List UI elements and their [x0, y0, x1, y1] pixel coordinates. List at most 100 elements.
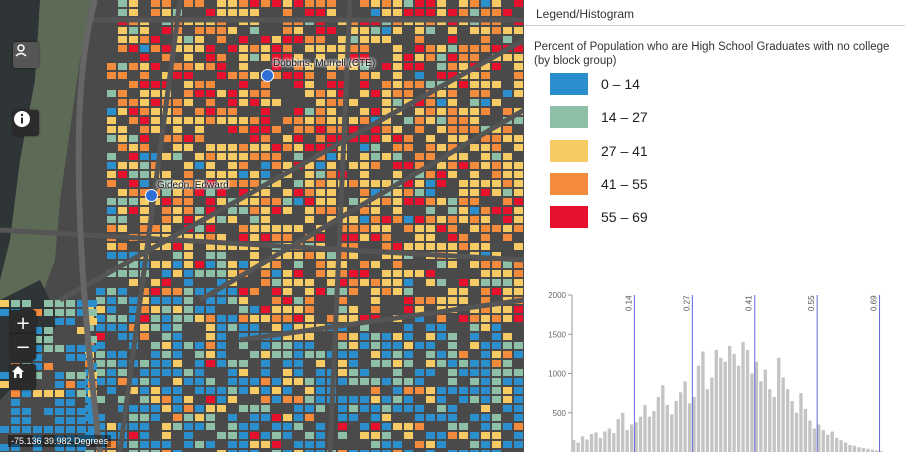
expressway [75, 0, 103, 452]
map-view[interactable]: Dobbins, Murrell (CTE) Gideon, Edward + … [0, 0, 524, 452]
info-icon [14, 111, 30, 127]
histogram-bar [785, 389, 790, 452]
legend-swatch [550, 173, 588, 195]
histogram-bar [701, 351, 705, 452]
histogram-bar [772, 397, 776, 452]
legend-label: 55 – 69 [601, 209, 648, 225]
histogram-bar [625, 430, 629, 452]
y-tick-label: 1500 [548, 330, 566, 339]
histogram-bar [732, 353, 736, 452]
histogram-bar [781, 377, 785, 452]
histogram-bar [866, 448, 870, 452]
histogram-bar [638, 416, 643, 452]
legend-swatch [550, 106, 588, 128]
histogram-bar [607, 428, 611, 452]
histogram-bar [723, 361, 727, 452]
home-icon [12, 366, 24, 378]
histogram-bar [643, 404, 647, 452]
histogram-bar [834, 437, 839, 452]
histogram-bar [612, 433, 616, 452]
histogram-bar [803, 408, 808, 452]
histogram-bar [589, 433, 594, 452]
histogram-bar [754, 361, 759, 452]
home-button[interactable] [10, 364, 36, 390]
legend-label: 0 – 14 [601, 76, 640, 92]
histogram-bar [634, 422, 638, 452]
histogram-bar [799, 393, 803, 452]
histogram-bar [750, 373, 754, 452]
histogram-bar [687, 403, 692, 452]
histogram-bar [710, 377, 714, 452]
locate-button[interactable] [13, 42, 39, 68]
school-marker-gideon[interactable] [145, 189, 158, 202]
legend-label: 41 – 55 [601, 176, 648, 192]
road [117, 0, 183, 452]
histogram-bar [647, 416, 652, 452]
histogram-bar [594, 432, 598, 452]
histogram-bar [580, 436, 585, 452]
y-tick-label: 2000 [548, 291, 566, 300]
panel-header: Legend/Histogram [524, 0, 905, 26]
histogram-bar [839, 440, 843, 452]
histogram-bar [875, 450, 879, 452]
histogram-bar [674, 400, 678, 452]
road [239, 297, 524, 343]
histogram-bar [852, 445, 857, 452]
y-tick-label: 1000 [548, 370, 566, 379]
legend-class-3: 27 – 41 [550, 140, 648, 162]
legend-label: 14 – 27 [601, 109, 648, 125]
histogram-bar [616, 419, 620, 452]
histogram-bar [843, 442, 848, 452]
histogram-bar [848, 444, 852, 452]
legend-title: Percent of Population who are High Schoo… [534, 41, 890, 67]
class-break-label: 0.27 [682, 295, 691, 311]
histogram-bar [790, 400, 794, 452]
info-button[interactable] [13, 110, 39, 136]
histogram-bar [652, 411, 656, 452]
histogram-bar [670, 414, 674, 452]
histogram-bar [585, 439, 589, 452]
histogram-bar [821, 430, 825, 452]
legend-histogram-panel: Legend/Histogram Percent of Population w… [524, 0, 905, 452]
legend-swatch [550, 140, 588, 162]
histogram-bar [808, 420, 812, 452]
histogram-bar [826, 434, 830, 452]
histogram-bar [870, 449, 874, 452]
legend-class-5: 55 – 69 [550, 206, 648, 228]
histogram-bar [759, 381, 763, 452]
legend-swatch [550, 206, 588, 228]
y-tick-label: 500 [553, 409, 567, 418]
river [0, 0, 40, 280]
histogram-bar [603, 431, 607, 452]
legend-class-1: 0 – 14 [550, 73, 640, 95]
histogram-bar [683, 381, 687, 452]
histogram-bar [678, 392, 683, 452]
histogram-bar [794, 412, 799, 452]
map-canvas[interactable] [0, 0, 524, 452]
zoom-in-button[interactable]: + [10, 310, 36, 336]
class-break-label: 0.69 [870, 295, 879, 311]
legend-class-2: 14 – 27 [550, 106, 648, 128]
road [0, 227, 524, 263]
histogram-bar [768, 389, 772, 452]
histogram-bar [572, 440, 576, 452]
histogram-bar [741, 342, 745, 452]
histogram-chart: 2000 1500 1000 500 0.14 0.27 0.41 0.55 0.69 [548, 291, 883, 452]
coordinate-readout: -75.136 39.982 Degrees [8, 435, 112, 447]
legend-label: 27 – 41 [601, 143, 648, 159]
histogram-bar [656, 397, 661, 452]
histogram-bar [736, 365, 741, 452]
histogram-bar [692, 397, 696, 452]
histogram-bar [696, 365, 701, 452]
class-break-label: 0.41 [745, 295, 754, 311]
histogram-bar [629, 424, 634, 452]
histogram-bar [714, 349, 718, 452]
school-label-dobbins: Dobbins, Murrell (CTE) [273, 58, 376, 69]
locate-icon [15, 44, 27, 57]
histogram-bar [576, 442, 580, 452]
zoom-out-button[interactable]: − [10, 334, 36, 360]
histogram-bar [817, 424, 821, 452]
histogram-bar [745, 349, 750, 452]
school-marker-dobbins[interactable] [261, 69, 274, 82]
histogram-bar [598, 437, 603, 452]
